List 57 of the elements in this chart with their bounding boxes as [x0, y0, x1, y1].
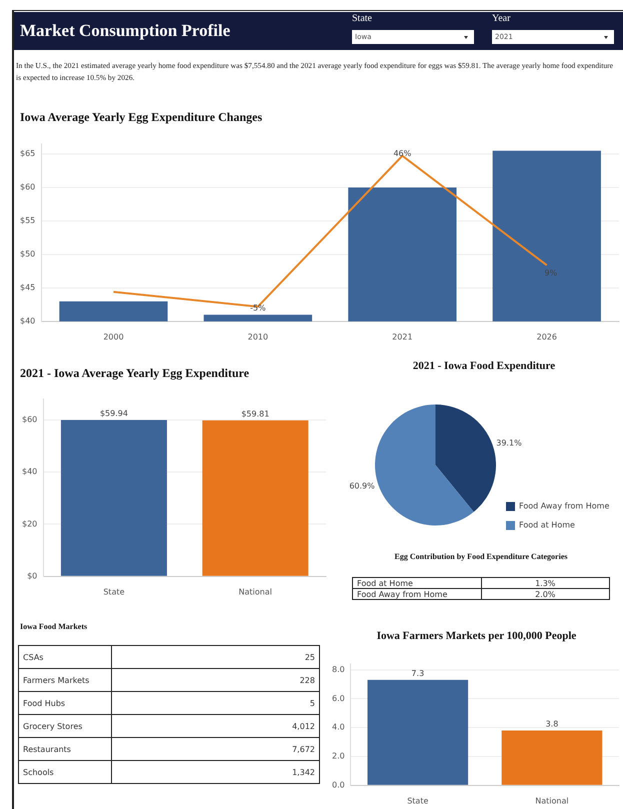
y-tick-label: $20: [22, 519, 38, 528]
text: Restaurants: [18, 738, 112, 760]
text: 1.3%: [481, 578, 610, 588]
x-tick-label: 2026: [536, 332, 557, 342]
text: 228: [112, 668, 320, 692]
x-tick-label: National: [238, 587, 272, 596]
x-tick-label: 2010: [248, 332, 268, 342]
text: Market Consumption Profile: [20, 21, 230, 41]
text: Food Hubs: [18, 692, 112, 714]
data-label: $59.94: [100, 409, 128, 418]
y-tick-label: $60: [20, 182, 36, 192]
y-tick-label: 0.0: [332, 780, 345, 790]
text: CSAs: [18, 646, 112, 668]
chart-title: Iowa Average Yearly Egg Expenditure Changes: [20, 110, 262, 125]
text: Farmers Markets: [18, 668, 112, 692]
x-tick-label: 2000: [103, 332, 124, 342]
legend-label: Food Away from Home: [519, 502, 610, 511]
text: Food at Home: [352, 578, 481, 588]
y-tick-label: $40: [20, 316, 36, 326]
text: State: [352, 13, 372, 24]
y-tick-label: $0: [27, 571, 38, 580]
data-label: 3.8: [546, 720, 558, 729]
data-label: 39.1%: [496, 438, 522, 448]
text: 2.0%: [481, 588, 610, 600]
y-tick-label: 6.0: [332, 694, 345, 703]
text: 25: [112, 646, 320, 668]
y-tick-label: $50: [20, 250, 36, 259]
text: 4,012: [112, 714, 320, 738]
text: Grocery Stores: [18, 714, 112, 738]
data-label: -5%: [250, 304, 266, 313]
y-tick-label: $60: [22, 414, 38, 424]
legend-label: Food at Home: [519, 520, 576, 530]
chart-title: Iowa Farmers Markets per 100,000 People: [376, 630, 578, 642]
y-tick-label: $65: [20, 149, 36, 158]
text: Egg Contribution by Food Expenditure Categories: [394, 552, 568, 561]
y-tick-label: 2.0: [332, 752, 345, 761]
y-tick-label: 4.0: [332, 722, 345, 732]
text: 1,342: [112, 760, 320, 784]
x-tick-label: National: [535, 796, 569, 806]
y-tick-label: $45: [20, 283, 36, 292]
y-tick-label: 8.0: [332, 664, 345, 674]
x-tick-label: 2021: [392, 332, 413, 342]
chart-title: 2021 - Iowa Food Expenditure: [412, 360, 556, 372]
y-tick-label: $40: [22, 467, 38, 476]
data-label: 60.9%: [349, 482, 376, 491]
data-label: 46%: [393, 148, 412, 158]
text: Iowa Food Markets: [20, 622, 88, 631]
text: 5: [112, 692, 320, 714]
data-label: 9%: [544, 268, 558, 278]
text: 7,672: [112, 738, 320, 760]
data-label: $59.81: [241, 409, 270, 418]
y-tick-label: $55: [20, 216, 36, 226]
text: Food Away from Home: [352, 588, 481, 600]
text: Schools: [18, 760, 112, 784]
data-label: 7.3: [411, 668, 424, 678]
chart-title: 2021 - Iowa Average Yearly Egg Expenditure: [20, 366, 250, 381]
text: Year: [492, 13, 510, 24]
